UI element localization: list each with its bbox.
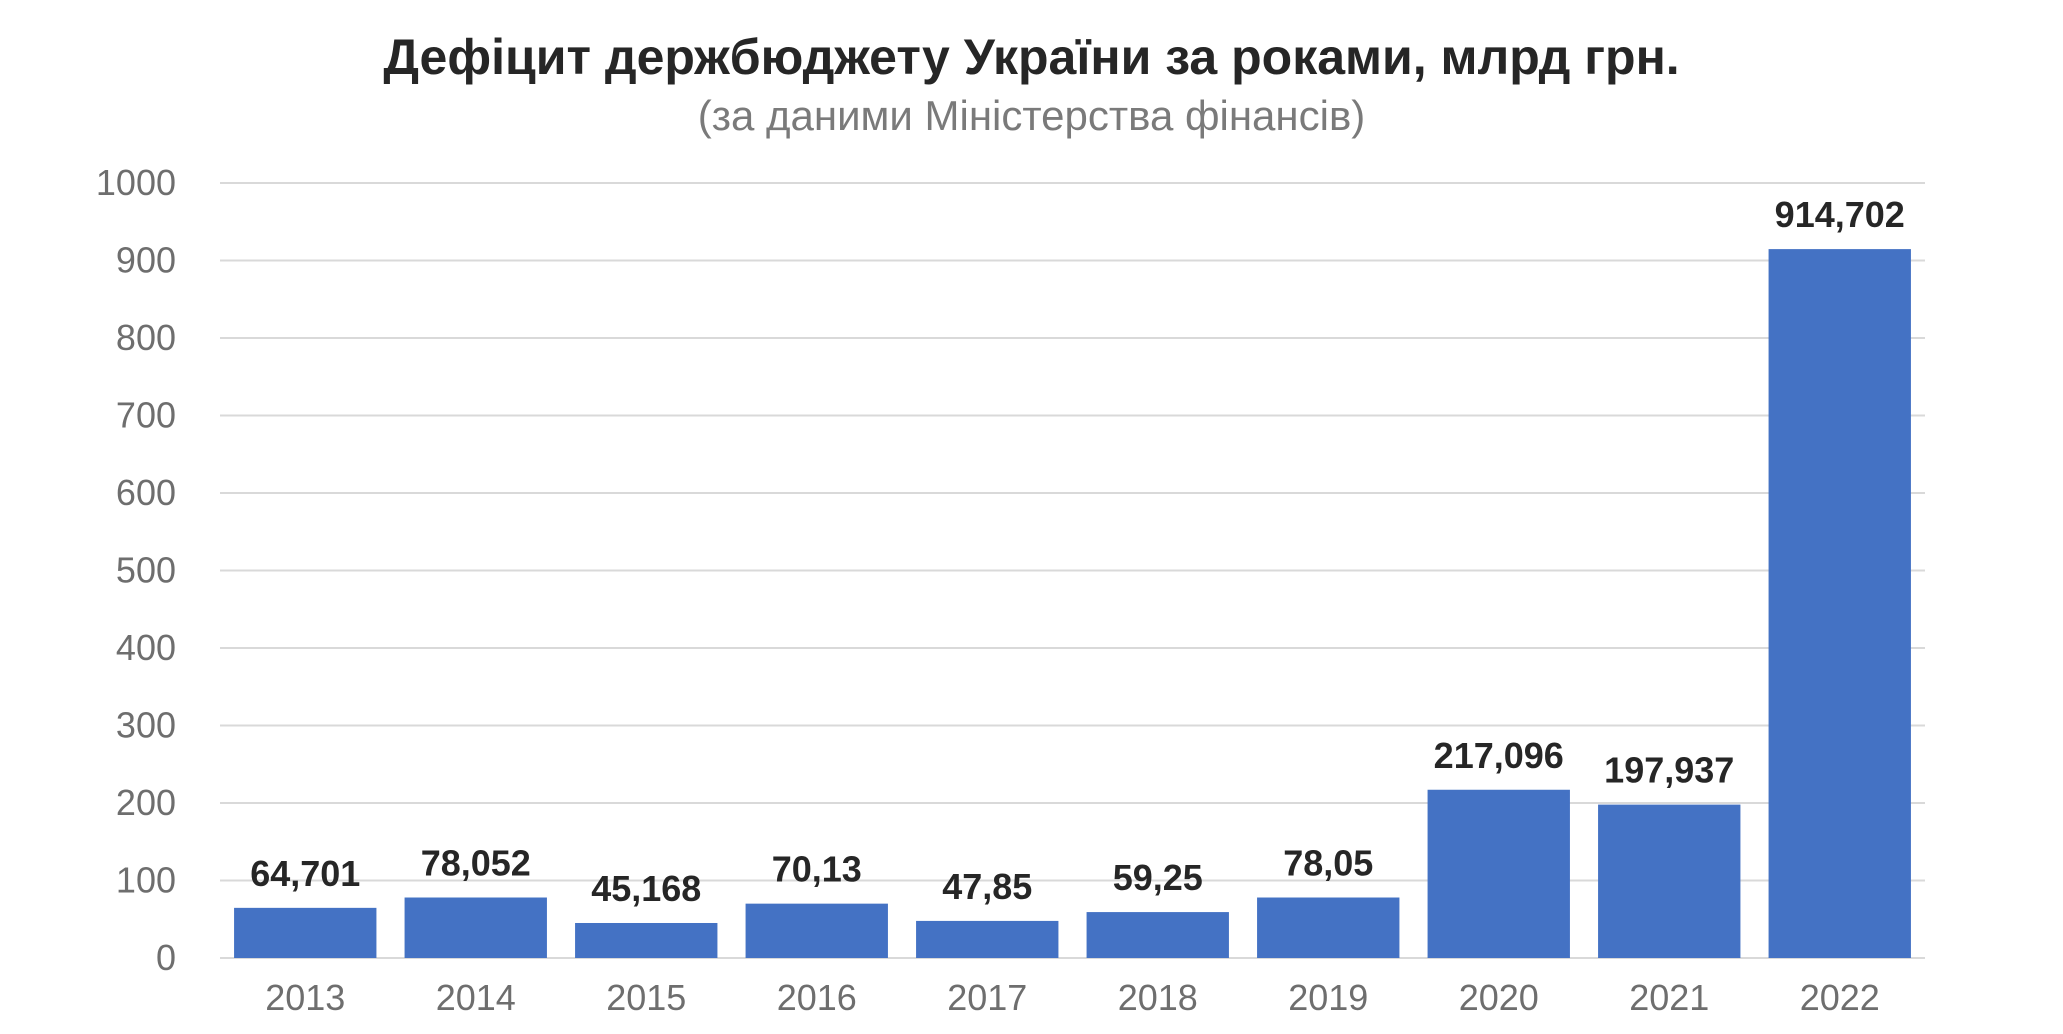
bar-2015 [575,922,718,958]
y-tick-label: 700 [116,395,176,436]
x-tick-label-2020: 2020 [1459,977,1539,1018]
bar-2017 [916,920,1059,958]
bar-2020 [1427,789,1570,958]
bar-2021 [1598,804,1741,958]
x-tick-label-2015: 2015 [606,977,686,1018]
bar-2022 [1768,249,1911,958]
x-tick-label-2021: 2021 [1629,977,1709,1018]
data-label-2022: 914,702 [1775,194,1905,235]
x-tick-label-2016: 2016 [777,977,857,1018]
bars [234,249,1911,958]
data-label-2020: 217,096 [1434,735,1564,776]
y-tick-label: 900 [116,240,176,281]
data-label-2013: 64,701 [250,853,360,894]
bar-2013 [234,907,377,958]
data-labels: 64,701 78,052 45,168 70,13 47,85 59,25 78,05 21… [250,194,1905,909]
x-tick-label-2018: 2018 [1118,977,1198,1018]
y-tick-label: 600 [116,472,176,513]
x-axis: 2013 2014 2015 2016 2017 2018 2019 2020 2021 2022 [265,977,1880,1018]
y-tick-label: 0 [156,937,176,978]
data-label-2016: 70,13 [772,849,862,890]
bar-2016 [745,903,888,958]
bar-2019 [1257,897,1400,958]
data-label-2021: 197,937 [1604,750,1734,791]
chart-title: Дефіцит держбюджету України за роками, м… [383,29,1680,85]
data-label-2015: 45,168 [591,868,701,909]
gridlines [220,182,1925,959]
data-label-2017: 47,85 [942,866,1032,907]
x-tick-label-2014: 2014 [436,977,516,1018]
y-tick-label: 1000 [96,162,176,203]
y-tick-label: 300 [116,705,176,746]
y-tick-label: 100 [116,860,176,901]
x-tick-label-2017: 2017 [947,977,1027,1018]
y-tick-label: 800 [116,317,176,358]
y-axis: 0 100 200 300 400 500 600 700 800 900 1000 [96,162,176,978]
chart-subtitle: (за даними Міністерства фінансів) [697,92,1366,139]
y-tick-label: 400 [116,627,176,668]
x-tick-label-2022: 2022 [1800,977,1880,1018]
x-tick-label-2019: 2019 [1288,977,1368,1018]
y-tick-label: 200 [116,782,176,823]
x-tick-label-2013: 2013 [265,977,345,1018]
data-label-2019: 78,05 [1283,843,1373,884]
data-label-2014: 78,052 [421,843,531,884]
data-label-2018: 59,25 [1113,857,1203,898]
bar-2014 [404,897,547,958]
y-tick-label: 500 [116,550,176,591]
bar-2018 [1086,912,1229,958]
